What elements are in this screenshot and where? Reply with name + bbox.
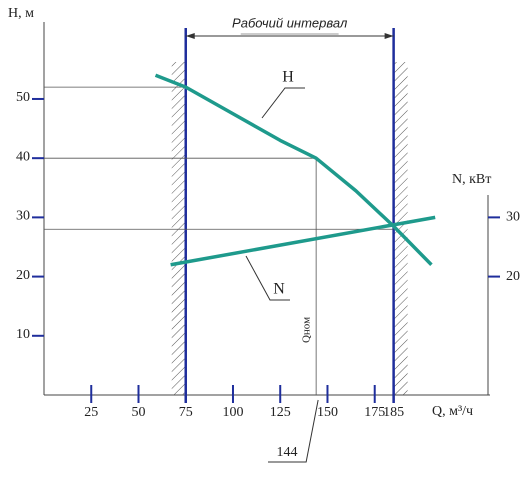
hatch [171, 62, 186, 395]
x-tick-label: 150 [317, 405, 338, 420]
x-tick-label: 25 [84, 405, 98, 420]
hatch [393, 62, 408, 395]
series-label: H [282, 69, 294, 86]
y-tick-label: 20 [16, 268, 30, 283]
q-nom-value: 144 [277, 445, 298, 460]
series-line [170, 215, 436, 267]
x-axis-label: Q, м³/ч [432, 404, 473, 419]
y-axis-label: H, м [8, 6, 34, 21]
x-tick-label: 75 [179, 405, 193, 420]
y-tick-label: 30 [16, 209, 30, 224]
y2-tick-label: 20 [506, 269, 520, 284]
x-tick-label: 175 [364, 405, 385, 420]
x-tick-label: 100 [222, 405, 243, 420]
q-nom-label: Qном [301, 317, 313, 343]
h-leader [261, 87, 305, 119]
y-tick-label: 10 [16, 327, 30, 342]
series-line [154, 73, 433, 266]
y2-axis-label: N, кВт [452, 172, 491, 187]
y2-tick-label: 30 [506, 210, 520, 225]
interval-label: Рабочий интервал [232, 15, 348, 30]
x-tick-label: 125 [270, 405, 291, 420]
series-label: N [273, 281, 285, 298]
q-nom-leader [268, 399, 319, 463]
x-tick-label: 50 [131, 405, 145, 420]
y-tick-label: 40 [16, 149, 30, 164]
n-leader [245, 255, 290, 301]
x-tick-label: 185 [383, 405, 404, 420]
y-tick-label: 50 [16, 90, 30, 105]
